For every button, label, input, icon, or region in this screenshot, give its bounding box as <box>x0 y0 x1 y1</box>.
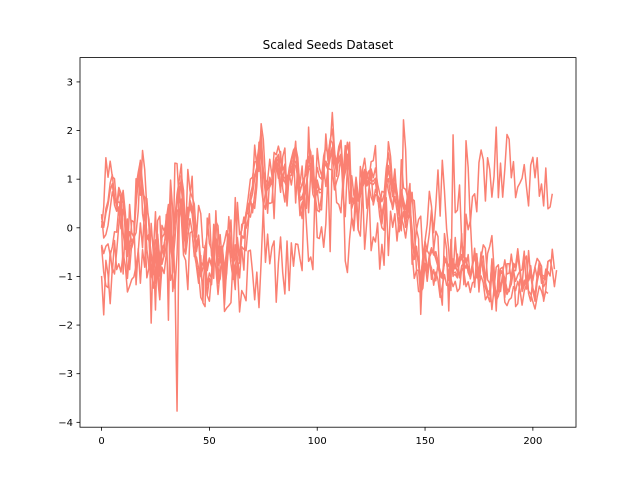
x-tick-label: 100 <box>308 436 327 447</box>
series-line-7 <box>100 111 549 310</box>
plot-frame <box>79 57 577 428</box>
x-tick-label: 50 <box>203 436 216 447</box>
y-tick-label: 0 <box>67 223 73 234</box>
x-tick-label: 150 <box>415 436 434 447</box>
y-tick-label: −1 <box>58 272 73 283</box>
chart-title: Scaled Seeds Dataset <box>263 38 394 52</box>
series-line-6 <box>100 119 554 412</box>
y-tick-label: −4 <box>58 418 73 429</box>
y-tick-label: 2 <box>67 126 73 137</box>
series-line-5 <box>100 128 549 302</box>
y-tick-label: −3 <box>58 369 73 380</box>
y-tick-label: 3 <box>67 77 73 88</box>
x-tick-label: 0 <box>98 436 104 447</box>
x-tick-label: 200 <box>523 436 542 447</box>
x-axis: 0 50 100 150 200 <box>98 427 542 447</box>
y-tick-label: 1 <box>67 175 73 186</box>
series-layer <box>100 111 558 412</box>
y-axis: −4 −3 −2 −1 0 1 2 3 <box>58 77 80 429</box>
y-tick-label: −2 <box>58 321 73 332</box>
